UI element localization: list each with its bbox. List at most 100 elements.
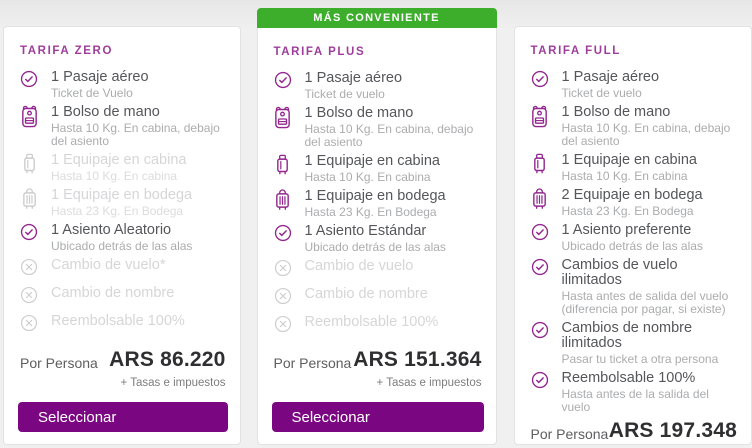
feature-row: Cambio de vuelo [272, 259, 484, 277]
check-circle-icon [274, 71, 292, 89]
feature-title: Reembolsable 100% [561, 370, 696, 386]
price-note: + Tasas e impuestos [120, 377, 226, 389]
fare-title: TARIFA FULL [530, 45, 621, 57]
feature-title: 1 Pasaje aéreo [561, 69, 660, 85]
cabin-bag-icon [532, 153, 547, 176]
hold-bag-icon [21, 188, 38, 211]
check-circle-icon [531, 321, 549, 339]
x-circle-icon [274, 287, 292, 305]
x-circle-icon [20, 314, 38, 332]
fare-card-full: TARIFA FULL 1 Pasaje aéreo Ticket de vue… [513, 26, 752, 448]
fare-title: TARIFA PLUS [273, 46, 366, 58]
select-button[interactable]: Seleccionar [18, 402, 228, 432]
feature-description: Hasta 10 Kg. En cabina [304, 170, 431, 184]
price-section: Por Persona ARS 151.364 + Tasas e impues… [272, 348, 484, 389]
feature-row: Cambios de nombre ilimitados Pasar tu ti… [529, 321, 740, 366]
feature-title: 1 Pasaje aéreo [304, 70, 403, 86]
price-label: Por Persona [530, 426, 609, 442]
feature-title: Cambios de nombre ilimitados [561, 320, 693, 351]
check-circle-icon [531, 371, 549, 389]
feature-title: 1 Pasaje aéreo [51, 69, 149, 85]
feature-title: Reembolsable 100% [304, 314, 439, 330]
feature-description: Hasta 10 Kg. En cabina, debajo del asien… [304, 122, 474, 149]
feature-title: Reembolsable 100% [51, 313, 185, 329]
feature-title: 1 Equipaje en bodega [304, 188, 446, 204]
check-circle-icon [20, 223, 38, 241]
feature-title: Cambios de vuelo ilimitados [561, 257, 678, 288]
feature-description: Hasta 10 Kg. En cabina [51, 169, 178, 183]
fare-title: TARIFA ZERO [20, 45, 113, 57]
feature-row: 1 Bolso de mano Hasta 10 Kg. En cabina, … [18, 105, 228, 148]
feature-row: Reembolsable 100% Hasta antes de la sali… [529, 371, 740, 414]
feature-row: 1 Asiento Estándar Ubicado detrás de las… [272, 224, 484, 254]
fare-card-plus-wrapper: MÁS CONVENIENTE TARIFA PLUS 1 Pasaje aér… [256, 8, 497, 445]
feature-description: Ubicado detrás de las alas [561, 239, 703, 253]
feature-row: 1 Bolso de mano Hasta 10 Kg. En cabina, … [272, 106, 484, 149]
hold-bag-icon [531, 188, 548, 211]
feature-title: 1 Equipaje en cabina [304, 153, 440, 169]
feature-description: Hasta antes de salida del vuelo (diferen… [561, 289, 729, 316]
check-circle-icon [274, 224, 292, 242]
feature-description: Ubicado detrás de las alas [304, 240, 446, 254]
price-section: Por Persona ARS 86.220 + Tasas e impuest… [18, 348, 228, 389]
feature-title: 1 Bolso de mano [51, 104, 160, 120]
price-label: Por Persona [273, 355, 352, 371]
price-note: + Tasas e impuestos [376, 377, 482, 389]
feature-description: Hasta 23 Kg. En Bodega [304, 205, 437, 219]
hold-bag-icon [274, 189, 291, 212]
feature-row: 1 Equipaje en cabina Hasta 10 Kg. En cab… [272, 154, 484, 184]
feature-description: Hasta 23 Kg. En Bodega [51, 204, 184, 218]
feature-title: Cambio de nombre [304, 286, 428, 302]
feature-row: 1 Pasaje aéreo Ticket de Vuelo [18, 70, 228, 100]
feature-title: 2 Equipaje en bodega [561, 187, 703, 203]
feature-row: Reembolsable 100% [272, 315, 484, 333]
feature-row: 1 Equipaje en cabina Hasta 10 Kg. En cab… [18, 153, 228, 183]
price-value: ARS 151.364 [353, 348, 482, 371]
feature-description: Ticket de vuelo [561, 86, 642, 100]
feature-row: Cambio de nombre [18, 286, 228, 304]
feature-description: Ubicado detrás de las alas [51, 239, 193, 253]
x-circle-icon [274, 315, 292, 333]
feature-description: Hasta 10 Kg. En cabina, debajo del asien… [51, 121, 220, 148]
feature-description: Hasta 10 Kg. En cabina, debajo del asien… [561, 121, 731, 148]
price-label: Por Persona [20, 355, 98, 371]
backpack-icon [273, 106, 292, 129]
select-button[interactable]: Seleccionar [271, 402, 484, 432]
feature-row: Cambio de nombre [272, 287, 484, 305]
most-convenient-banner: MÁS CONVENIENTE [256, 8, 497, 28]
x-circle-icon [20, 258, 38, 276]
feature-title: Cambio de nombre [51, 285, 175, 301]
x-circle-icon [274, 259, 292, 277]
price-value: ARS 197.348 [608, 419, 737, 442]
check-circle-icon [20, 70, 38, 88]
price-value: ARS 86.220 [109, 348, 226, 371]
price-section: Por Persona ARS 197.348 + Tasas e impues… [529, 419, 740, 448]
check-circle-icon [531, 258, 549, 276]
x-circle-icon [20, 286, 38, 304]
feature-title: 1 Equipaje en cabina [561, 152, 697, 168]
feature-title: 1 Bolso de mano [304, 105, 414, 121]
backpack-icon [20, 105, 39, 128]
feature-title: 1 Equipaje en cabina [51, 152, 187, 168]
feature-row: 1 Asiento Aleatorio Ubicado detrás de la… [18, 223, 228, 253]
backpack-icon [530, 105, 549, 128]
feature-row: 1 Equipaje en bodega Hasta 23 Kg. En Bod… [272, 189, 484, 219]
fare-card-zero: TARIFA ZERO 1 Pasaje aéreo Ticket de Vue… [3, 26, 241, 445]
feature-description: Ticket de Vuelo [51, 86, 133, 100]
feature-description: Ticket de vuelo [304, 87, 385, 101]
feature-row: Reembolsable 100% [18, 314, 228, 332]
feature-description: Pasar tu ticket a otra persona [561, 352, 719, 366]
feature-title: Cambio de vuelo* [51, 257, 166, 273]
feature-title: Cambio de vuelo [304, 258, 414, 274]
feature-title: 1 Equipaje en bodega [51, 187, 193, 203]
feature-row: 1 Pasaje aéreo Ticket de vuelo [272, 71, 484, 101]
feature-row: 1 Equipaje en cabina Hasta 10 Kg. En cab… [529, 153, 740, 183]
cabin-bag-icon [22, 153, 37, 176]
feature-row: 1 Equipaje en bodega Hasta 23 Kg. En Bod… [18, 188, 228, 218]
feature-title: 1 Asiento Aleatorio [51, 222, 172, 238]
feature-row: 1 Asiento preferente Ubicado detrás de l… [529, 223, 740, 253]
feature-row: 2 Equipaje en bodega Hasta 23 Kg. En Bod… [529, 188, 740, 218]
feature-row: Cambios de vuelo ilimitados Hasta antes … [529, 258, 740, 316]
